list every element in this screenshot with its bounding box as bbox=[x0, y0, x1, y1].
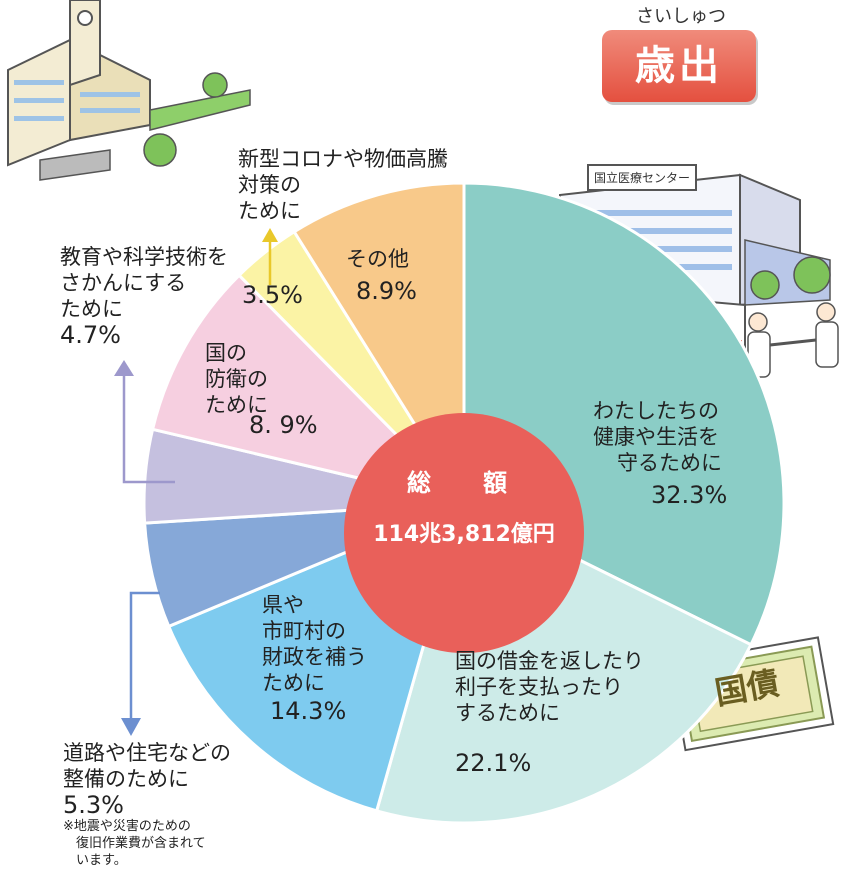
office-building-illustration bbox=[7, 0, 251, 181]
label-defense: 国の 防衛の ために 8. 9% bbox=[205, 341, 318, 439]
value-debt: 22.1% bbox=[455, 749, 532, 777]
title-ruby: さいしゅつ bbox=[636, 6, 726, 27]
roads-note: ※地震や災害のための 復旧作業費が含まれて います。 bbox=[63, 819, 206, 868]
value-defense: 8. 9% bbox=[249, 411, 318, 439]
label-local: 県や 市町村の 財政を補う ために 14.3% bbox=[262, 593, 367, 725]
value-roads: 5.3% bbox=[63, 791, 124, 819]
value-local: 14.3% bbox=[270, 697, 347, 725]
leader-arrows bbox=[114, 228, 278, 736]
pie-center-text: 総 額 114兆3,812億円 bbox=[344, 413, 584, 653]
total-amount: 114兆3,812億円 bbox=[373, 522, 555, 547]
value-other: 8.9% bbox=[356, 277, 417, 305]
label-other: その他 8.9% bbox=[342, 246, 417, 304]
hospital-sign: 国立医療センター bbox=[594, 171, 691, 185]
value-covid: 3.5% bbox=[242, 281, 303, 309]
label-health: わたしたちの 健康や生活を 守るために 32.3% bbox=[593, 399, 728, 509]
page-title: 歳出 bbox=[602, 30, 756, 102]
center-circle bbox=[344, 413, 584, 653]
label-covid: 新型コロナや物価高騰 対策の ために bbox=[238, 147, 448, 223]
label-education: 教育や科学技術を さかんにする ために 4.7% bbox=[60, 245, 228, 349]
value-education: 4.7% bbox=[60, 321, 121, 349]
total-label: 総 額 bbox=[407, 469, 521, 497]
label-roads: 道路や住宅などの 整備のために 5.3% ※地震や災害のための 復旧作業費が含ま… bbox=[63, 741, 231, 868]
label-debt: 国の借金を返したり 利子を支払ったり するために 22.1% bbox=[455, 649, 644, 777]
value-health: 32.3% bbox=[651, 481, 728, 509]
